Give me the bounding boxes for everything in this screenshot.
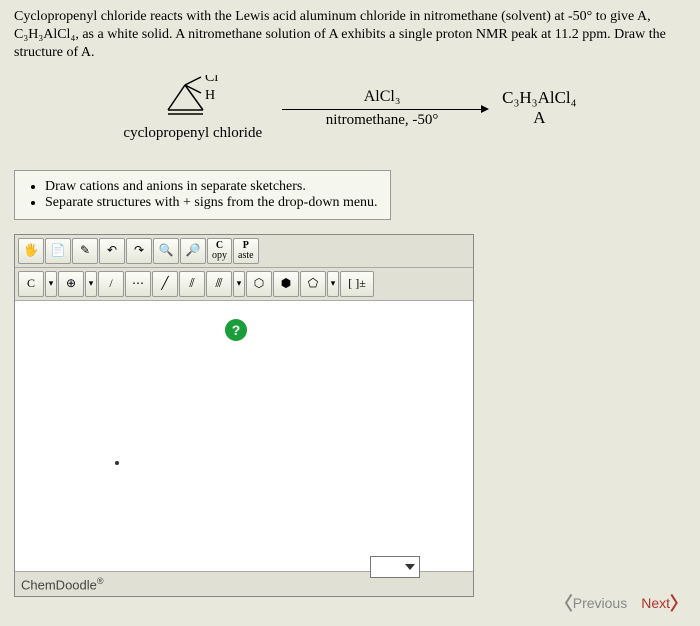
zoom-in-button[interactable]: 🔍 [153,238,179,264]
bond-single[interactable]: / [98,271,124,297]
instruction-2: Separate structures with + signs from th… [45,195,378,211]
element-dropdown[interactable]: ▾ [45,271,57,297]
redo-button[interactable]: ↷ [126,238,152,264]
svg-text:Cl: Cl [205,75,218,85]
product-block: C₃H₃AlCl₄ A [502,88,576,128]
toolbar-bottom: C ▾ ⊕ ▾ / ⋯ ╱ ⫽ ⫻ ▾ ⬡ ⬢ ⬠ ▾ [ ]± [15,268,473,301]
undo-button[interactable]: ↶ [99,238,125,264]
reaction-scheme: Cl H cyclopropenyl chloride AlCl₃ nitrom… [14,75,686,142]
reaction-arrow: AlCl₃ nitromethane, -50° [282,88,482,129]
bond-wedge[interactable]: ╱ [152,271,178,297]
reactant-block: Cl H cyclopropenyl chloride [123,75,262,142]
product-label: A [502,108,576,128]
chemdoodle-brand: ChemDoodle® [21,576,104,592]
bond-dotted[interactable]: ⋯ [125,271,151,297]
charge-dropdown[interactable]: ▾ [85,271,97,297]
question-text: Cyclopropenyl chloride reacts with the L… [14,8,686,63]
hand-tool[interactable]: 🖐 [18,238,44,264]
canvas-cursor-dot [115,461,119,465]
charge-plus-button[interactable]: ⊕ [58,271,84,297]
chemdoodle-sketcher: 🖐 📄 ✎ ↶ ↷ 🔍 🔎 Copy Paste C ▾ ⊕ ▾ / ⋯ ╱ ⫽… [14,234,474,597]
product-formula: C₃H₃AlCl₄ [502,88,576,108]
toolbar-top: 🖐 📄 ✎ ↶ ↷ 🔍 🔎 Copy Paste [15,235,473,268]
paste-button[interactable]: Paste [233,238,259,264]
element-c-button[interactable]: C [18,271,44,297]
ring-pentagon[interactable]: ⬠ [300,271,326,297]
zoom-out-button[interactable]: 🔎 [180,238,206,264]
drawing-canvas[interactable]: ? [15,301,473,571]
pencil-tool[interactable]: ✎ [72,238,98,264]
conditions-label: nitromethane, -50° [282,112,482,129]
instructions-panel: Draw cations and anions in separate sket… [14,170,391,220]
bracket-button[interactable]: [ ]± [340,271,374,297]
svg-text:H: H [205,88,215,103]
instruction-1: Draw cations and anions in separate sket… [45,179,378,195]
ring-hexagon[interactable]: ⬡ [246,271,272,297]
chevron-down-icon [405,562,415,572]
structure-separator-dropdown[interactable] [370,556,420,578]
chevron-left-icon: 〈 [555,590,573,616]
chevron-right-icon: 〉 [670,590,688,616]
ring-dropdown[interactable]: ▾ [327,271,339,297]
doc-tool[interactable]: 📄 [45,238,71,264]
previous-button[interactable]: 〈Previous [555,590,627,616]
next-button[interactable]: Next〉 [641,590,688,616]
ring-benzene[interactable]: ⬢ [273,271,299,297]
bond-triple[interactable]: ⫻ [206,271,232,297]
copy-button[interactable]: Copy [207,238,232,264]
hint-icon[interactable]: ? [225,319,247,341]
bond-dropdown[interactable]: ▾ [233,271,245,297]
nav-buttons: 〈Previous Next〉 [555,590,688,616]
reagent-label: AlCl₃ [282,88,482,106]
bond-double[interactable]: ⫽ [179,271,205,297]
